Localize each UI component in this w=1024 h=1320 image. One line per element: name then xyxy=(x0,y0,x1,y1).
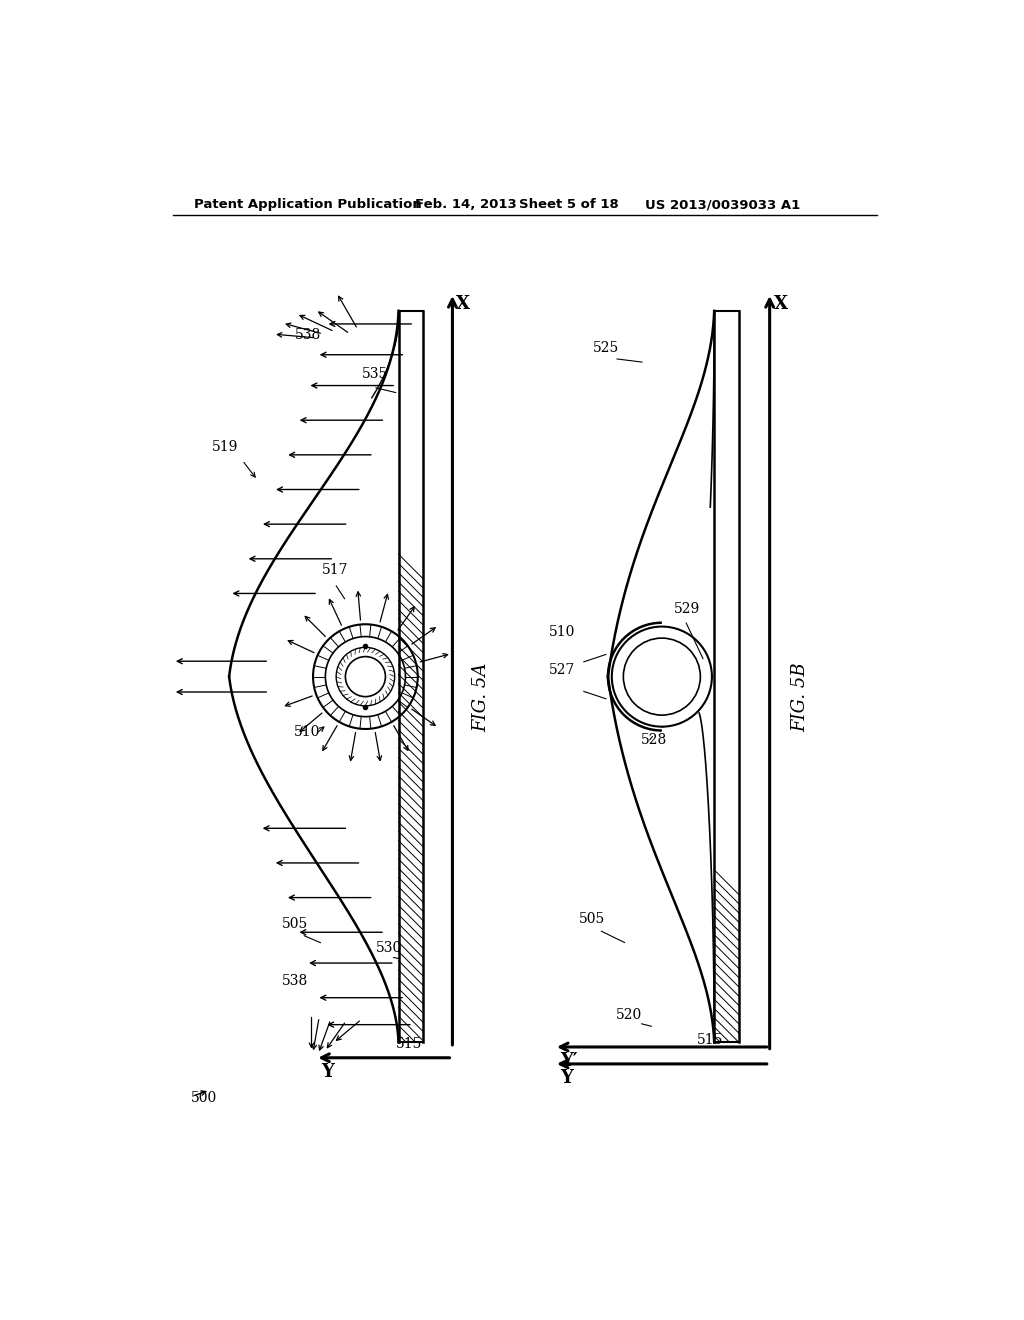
Text: 530: 530 xyxy=(376,940,401,954)
Circle shape xyxy=(625,640,698,714)
Text: Sheet 5 of 18: Sheet 5 of 18 xyxy=(519,198,620,211)
Circle shape xyxy=(624,638,700,715)
Text: 510: 510 xyxy=(294,725,321,739)
Text: 515: 515 xyxy=(396,1036,423,1051)
Text: X: X xyxy=(457,296,470,313)
Text: 525: 525 xyxy=(593,342,618,355)
Text: 538: 538 xyxy=(295,329,321,342)
Text: Feb. 14, 2013: Feb. 14, 2013 xyxy=(416,198,517,211)
Circle shape xyxy=(345,656,385,697)
Text: Y′: Y′ xyxy=(560,1052,578,1069)
Text: Y: Y xyxy=(322,1063,335,1081)
Text: 515: 515 xyxy=(696,1032,723,1047)
Text: 519: 519 xyxy=(211,440,238,454)
Circle shape xyxy=(611,627,712,726)
Text: 538: 538 xyxy=(282,974,308,987)
Text: X: X xyxy=(773,296,787,313)
Text: 520: 520 xyxy=(615,1008,642,1022)
Text: 505: 505 xyxy=(282,917,308,932)
Text: 500: 500 xyxy=(190,1090,217,1105)
Text: 535: 535 xyxy=(361,367,388,381)
Text: 517: 517 xyxy=(322,564,348,577)
Text: 505: 505 xyxy=(579,912,605,927)
Text: 510: 510 xyxy=(549,624,575,639)
Text: 527: 527 xyxy=(549,664,575,677)
Text: FIG. 5B: FIG. 5B xyxy=(792,663,809,733)
Text: 529: 529 xyxy=(674,602,699,615)
Text: FIG. 5A: FIG. 5A xyxy=(473,663,490,733)
Text: US 2013/0039033 A1: US 2013/0039033 A1 xyxy=(645,198,800,211)
Text: 528: 528 xyxy=(641,733,668,747)
Text: Patent Application Publication: Patent Application Publication xyxy=(195,198,422,211)
Text: Y: Y xyxy=(560,1069,573,1086)
